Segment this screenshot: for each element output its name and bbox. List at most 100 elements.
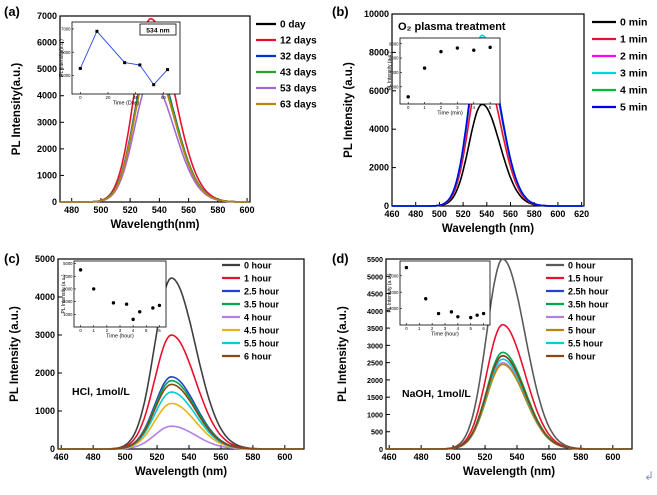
inset-x-tick-label: 20	[106, 95, 111, 100]
panel-label: (a)	[4, 4, 20, 19]
inset: 0 20 40 60 5000 6000 7000 Time (Day) PL Intensit…	[59, 21, 181, 107]
panel-c: (c)460 480 500 520 540 560 580 6000100020003000…	[4, 251, 305, 478]
y-tick-label: 3000	[35, 330, 55, 340]
legend-label: 1 min	[620, 34, 647, 46]
series-curve-6-hour	[58, 383, 304, 450]
legend-label: 5 min	[620, 102, 647, 114]
x-tick-label: 560	[181, 205, 196, 215]
y-axis-title: PL Intensity (a.u.)	[337, 306, 349, 402]
y-tick-label: 2000	[35, 368, 55, 378]
inset-x-tick-label: 5	[469, 326, 472, 331]
plot-frame	[57, 258, 305, 450]
panel-a: (a)480 500 520 540 560 580 6000100020003000400…	[4, 4, 317, 231]
inset-x-tick-label: 2	[440, 105, 443, 110]
inset-y-tick-label: 4000	[389, 290, 399, 295]
x-tick-label: 460	[382, 452, 397, 462]
y-tick-label: 0	[50, 444, 55, 454]
plot-frame	[391, 13, 585, 207]
inset-point	[404, 265, 409, 270]
inset-label-box	[139, 23, 177, 36]
y-axis-title: PL Intensity (a.u.)	[9, 306, 21, 402]
x-tick-label: 600	[277, 452, 292, 462]
legend-label: 0 min	[620, 17, 647, 29]
inset-x-tick-label: 4	[457, 326, 460, 331]
x-tick-label: 520	[478, 452, 493, 462]
inset-point	[95, 29, 99, 33]
x-tick-label: 580	[210, 205, 225, 215]
inset-y-tick-label: 8000	[389, 56, 399, 61]
inset: 0 1 2 3 4 5 6 3000 4000 5000 Time (hour) PL Intensi…	[387, 260, 491, 338]
inset-x-tick-label: 2	[106, 328, 109, 333]
series-curve-53-days	[60, 79, 250, 203]
inset-point	[406, 95, 410, 99]
y-tick-label: 6000	[37, 38, 57, 48]
paragraph-mark: ↲	[643, 469, 654, 483]
x-tick-label: 620	[574, 209, 589, 219]
inset-point	[124, 302, 129, 306]
x-tick-label: 500	[93, 205, 108, 215]
inset-point	[436, 311, 441, 316]
inset-frame	[399, 37, 501, 105]
inset-x-tick-label: 4	[473, 105, 476, 110]
y-axis-title: PL Intensity(a.u.)	[11, 63, 23, 156]
inset-point	[424, 297, 428, 301]
inset-x-tick-label: 3	[119, 328, 122, 333]
inset-point	[449, 310, 454, 314]
annotation: HCl, 1mol/L	[72, 386, 130, 398]
x-tick-label: 560	[541, 452, 556, 462]
panel-label: (d)	[332, 251, 349, 266]
inset-point	[78, 268, 83, 272]
inset-x-tick-label: 1	[92, 328, 95, 333]
series-curve-5.5-hour	[58, 391, 304, 450]
inset-frame	[399, 260, 491, 326]
y-tick-label: 1000	[35, 406, 55, 416]
inset-y-title: PL Intensity(a.u.)	[59, 39, 65, 77]
y-tick-label: 2000	[367, 376, 383, 385]
inset-x-tick-label: 40	[133, 95, 138, 100]
legend-label: 5.5 hour	[568, 339, 604, 349]
y-tick-label: 5500	[367, 255, 383, 264]
series-curve-5-hour	[386, 363, 632, 450]
legend-label: 12 days	[280, 36, 317, 47]
legend-label: 4 hour	[568, 313, 596, 323]
y-tick-label: 2500	[367, 359, 383, 368]
legend-label: 1.5 hour	[568, 274, 604, 284]
y-tick-label: 2000	[37, 144, 57, 154]
legend-label: 5.5 hour	[244, 339, 280, 349]
inset-x-tick-label: 2	[431, 326, 434, 331]
series-curve-6-hour	[386, 354, 632, 450]
y-tick-label: 500	[371, 428, 383, 437]
x-tick-label: 540	[181, 452, 196, 462]
legend-label: 2.5h hour	[568, 287, 609, 297]
legend-label: 53 days	[280, 84, 317, 95]
legend-label: 32 days	[280, 52, 317, 63]
legend-label: 3.5 hour	[244, 300, 280, 310]
legend-label: 63 days	[280, 100, 317, 111]
inset-y-tick-label: 7000	[389, 70, 399, 75]
legend-label: 3.5h hour	[568, 300, 609, 310]
x-tick-label: 560	[213, 452, 228, 462]
series-curve-5.5-hour	[386, 358, 632, 450]
x-tick-label: 580	[245, 452, 260, 462]
series-curve-4-hour	[58, 425, 304, 450]
y-tick-label: 4000	[367, 307, 383, 316]
x-tick-label: 600	[605, 452, 620, 462]
x-axis-title: Wavelength (nm)	[463, 466, 555, 478]
inset-point	[138, 310, 142, 314]
inset-y-tick-label: 7000	[61, 27, 71, 32]
legend-label: 3 min	[620, 68, 647, 80]
series-curve-0-min	[392, 103, 583, 207]
x-tick-label: 480	[86, 452, 101, 462]
x-tick-label: 460	[54, 452, 69, 462]
inset-line	[79, 30, 168, 86]
legend-label: 4 hour	[244, 313, 272, 323]
y-tick-label: 4000	[35, 292, 55, 302]
y-tick-label: 3500	[367, 324, 383, 333]
inset-y-title: PL Intensity (a.u.)	[387, 51, 393, 90]
inset-x-title: Time (Day)	[113, 101, 140, 107]
inset-point	[78, 66, 82, 70]
inset-x-tick-label: 5	[145, 328, 148, 333]
legend-label: 4.5 hour	[244, 326, 280, 336]
legend-label: 6 hour	[244, 352, 272, 362]
y-tick-label: 3000	[367, 341, 383, 350]
